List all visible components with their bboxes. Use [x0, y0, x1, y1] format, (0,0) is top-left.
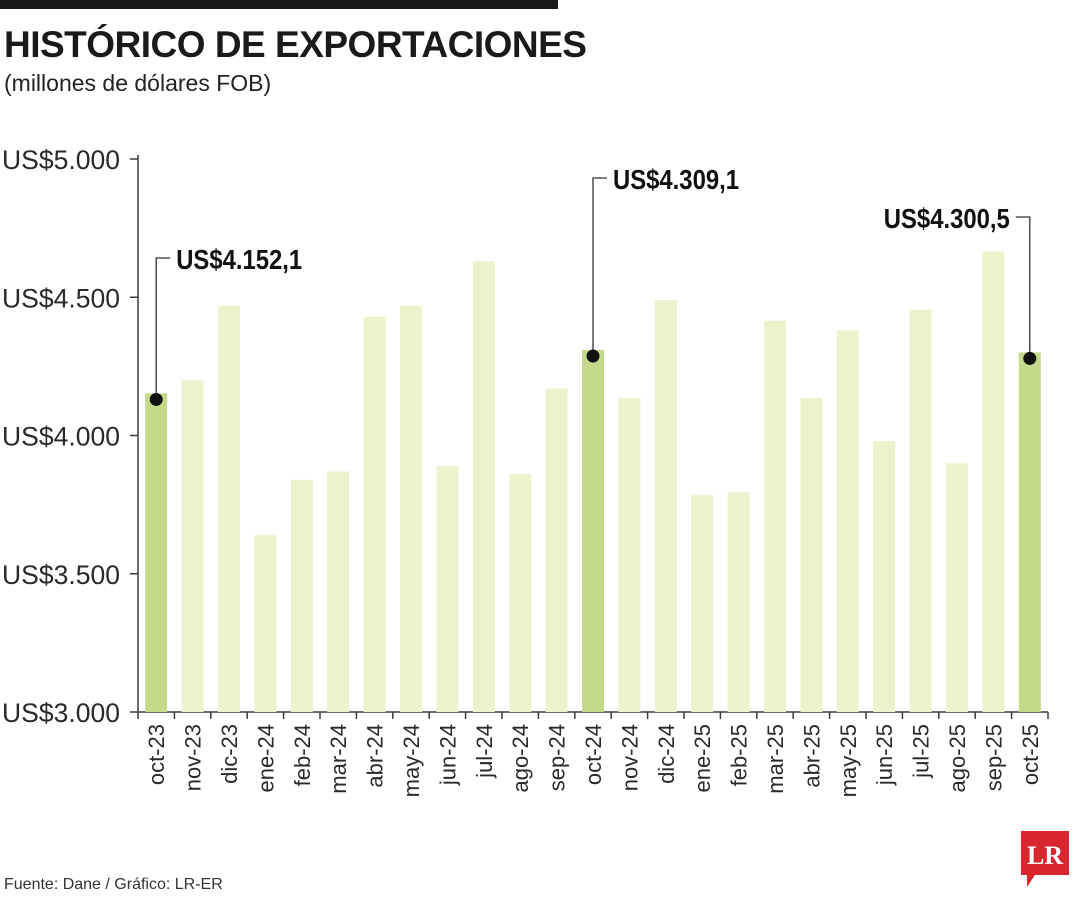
x-tick-label: ene-24: [253, 724, 278, 793]
bar-may-24: [400, 305, 422, 712]
bar-mar-24: [327, 471, 350, 712]
bar-feb-24: [290, 479, 313, 712]
y-tick-label: US$3.500: [2, 560, 120, 590]
x-tick-label: may-24: [399, 724, 424, 797]
bar-feb-25: [727, 492, 750, 712]
y-tick-label: US$5.000: [2, 145, 120, 175]
bar-chart: US$3.000 US$3.500 US$4.000 US$4.500 US$5.000…: [2, 145, 1049, 797]
bar-sep-24: [545, 388, 568, 712]
x-tick-label: abr-24: [363, 724, 388, 788]
x-tick-label: jun-24: [435, 724, 460, 786]
annotation-dot: [586, 349, 600, 363]
bar-ago-25: [946, 463, 968, 712]
bar-jul-24: [472, 261, 495, 712]
x-tick-label: jul-25: [909, 724, 934, 779]
bar-jun-25: [873, 441, 896, 712]
logo-text: LR: [1027, 841, 1063, 870]
x-tick-label: jun-25: [872, 724, 897, 786]
bar-ene-24: [254, 535, 277, 712]
logo-badge: [1021, 831, 1069, 887]
x-tick-label: feb-25: [727, 724, 752, 786]
x-tick-label: mar-24: [326, 724, 351, 794]
bar-oct-23: [145, 393, 168, 712]
x-tick-label: feb-24: [290, 724, 315, 786]
bar-abr-25: [800, 398, 823, 712]
annotation-leader: [1015, 216, 1031, 359]
bar-may-25: [836, 330, 859, 712]
bar-dic-24: [654, 300, 677, 712]
x-tick-label: ene-25: [690, 724, 715, 793]
bar-ene-25: [691, 494, 714, 712]
annotation-dot: [1023, 351, 1037, 365]
x-tick-label: ago-24: [508, 724, 533, 793]
annotation-label: US$4.300,5: [884, 203, 1010, 234]
chart-title: HISTÓRICO DE EXPORTACIONES: [4, 24, 587, 65]
annotation-label: US$4.152,1: [176, 244, 302, 275]
source-note: Fuente: Dane / Gráfico: LR-ER: [4, 876, 223, 893]
bar-dic-23: [218, 305, 240, 712]
y-tick-label: US$4.500: [2, 283, 120, 313]
x-tick-label: nov-24: [617, 724, 642, 791]
x-tick-label: may-25: [836, 724, 861, 797]
y-tick-label: US$4.000: [2, 422, 120, 452]
y-tick-label: US$3.000: [2, 698, 120, 728]
annotation-leader: [155, 257, 171, 400]
annotation-leader: [592, 177, 607, 357]
lr-logo: LR: [1021, 831, 1069, 887]
x-tick-label: oct-25: [1018, 724, 1043, 785]
bar-oct-25: [1018, 352, 1041, 712]
x-tick-label: nov-23: [181, 724, 206, 791]
bar-mar-25: [764, 320, 786, 712]
x-tick-label: jul-24: [472, 724, 497, 779]
bar-sep-25: [982, 251, 1005, 712]
annotation-label: US$4.309,1: [613, 164, 739, 195]
bar-nov-24: [618, 398, 641, 712]
bar-jun-24: [436, 465, 459, 712]
x-tick-label: abr-25: [799, 724, 824, 788]
x-tick-label: ago-25: [945, 724, 970, 793]
bar-abr-24: [363, 316, 386, 712]
x-tick-label: dic-24: [654, 724, 679, 784]
x-tick-label: sep-24: [545, 724, 570, 791]
bar-ago-24: [509, 474, 532, 712]
x-tick-label: dic-23: [217, 724, 242, 784]
annotation-dot: [149, 392, 163, 406]
x-tick-label: sep-25: [981, 724, 1006, 791]
x-tick-label: mar-25: [763, 724, 788, 794]
bar-nov-23: [181, 380, 204, 712]
bar-oct-24: [582, 350, 604, 712]
top-rule: [0, 0, 558, 9]
bar-jul-25: [909, 309, 932, 712]
chart-subtitle: (millones de dólares FOB): [4, 70, 272, 96]
x-tick-label: oct-24: [581, 724, 606, 785]
x-tick-label: oct-23: [144, 724, 169, 785]
